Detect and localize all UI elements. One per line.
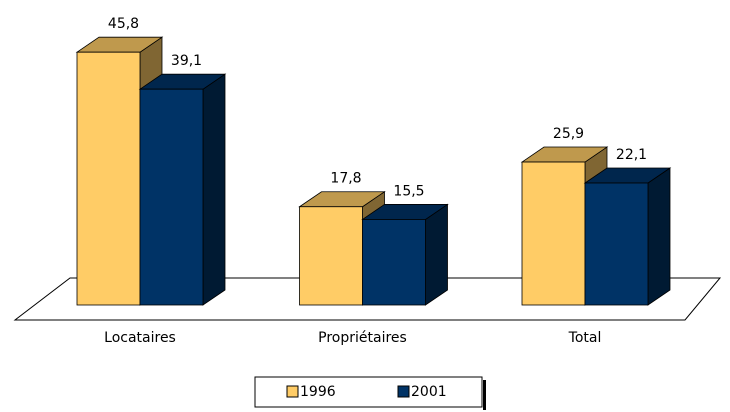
bar-front bbox=[362, 219, 426, 306]
legend-label: 1996 bbox=[300, 384, 336, 400]
value-label: 39,1 bbox=[171, 53, 202, 69]
legend-swatch bbox=[397, 385, 410, 398]
legend-swatch bbox=[286, 385, 299, 398]
bar-side bbox=[647, 167, 671, 306]
value-label: 22,1 bbox=[616, 147, 647, 163]
value-label: 25,9 bbox=[553, 126, 584, 142]
value-label: 17,8 bbox=[330, 171, 361, 187]
bar bbox=[361, 203, 449, 306]
bar-front bbox=[139, 88, 204, 306]
legend-shadow bbox=[483, 380, 486, 410]
bar-front bbox=[521, 161, 586, 306]
bar-front bbox=[76, 51, 141, 306]
x-tick-label: Propriétaires bbox=[318, 330, 407, 346]
bar-front bbox=[584, 182, 649, 306]
value-label: 15,5 bbox=[393, 183, 424, 199]
bar-side bbox=[425, 203, 448, 306]
x-tick-label: Locataires bbox=[104, 330, 176, 346]
bar-side bbox=[202, 73, 226, 306]
bar-front bbox=[299, 206, 363, 306]
value-label: 45,8 bbox=[108, 16, 139, 32]
x-tick-label: Total bbox=[568, 330, 602, 346]
legend-label: 2001 bbox=[411, 384, 447, 400]
bar bbox=[583, 167, 672, 306]
bar bbox=[138, 73, 227, 306]
